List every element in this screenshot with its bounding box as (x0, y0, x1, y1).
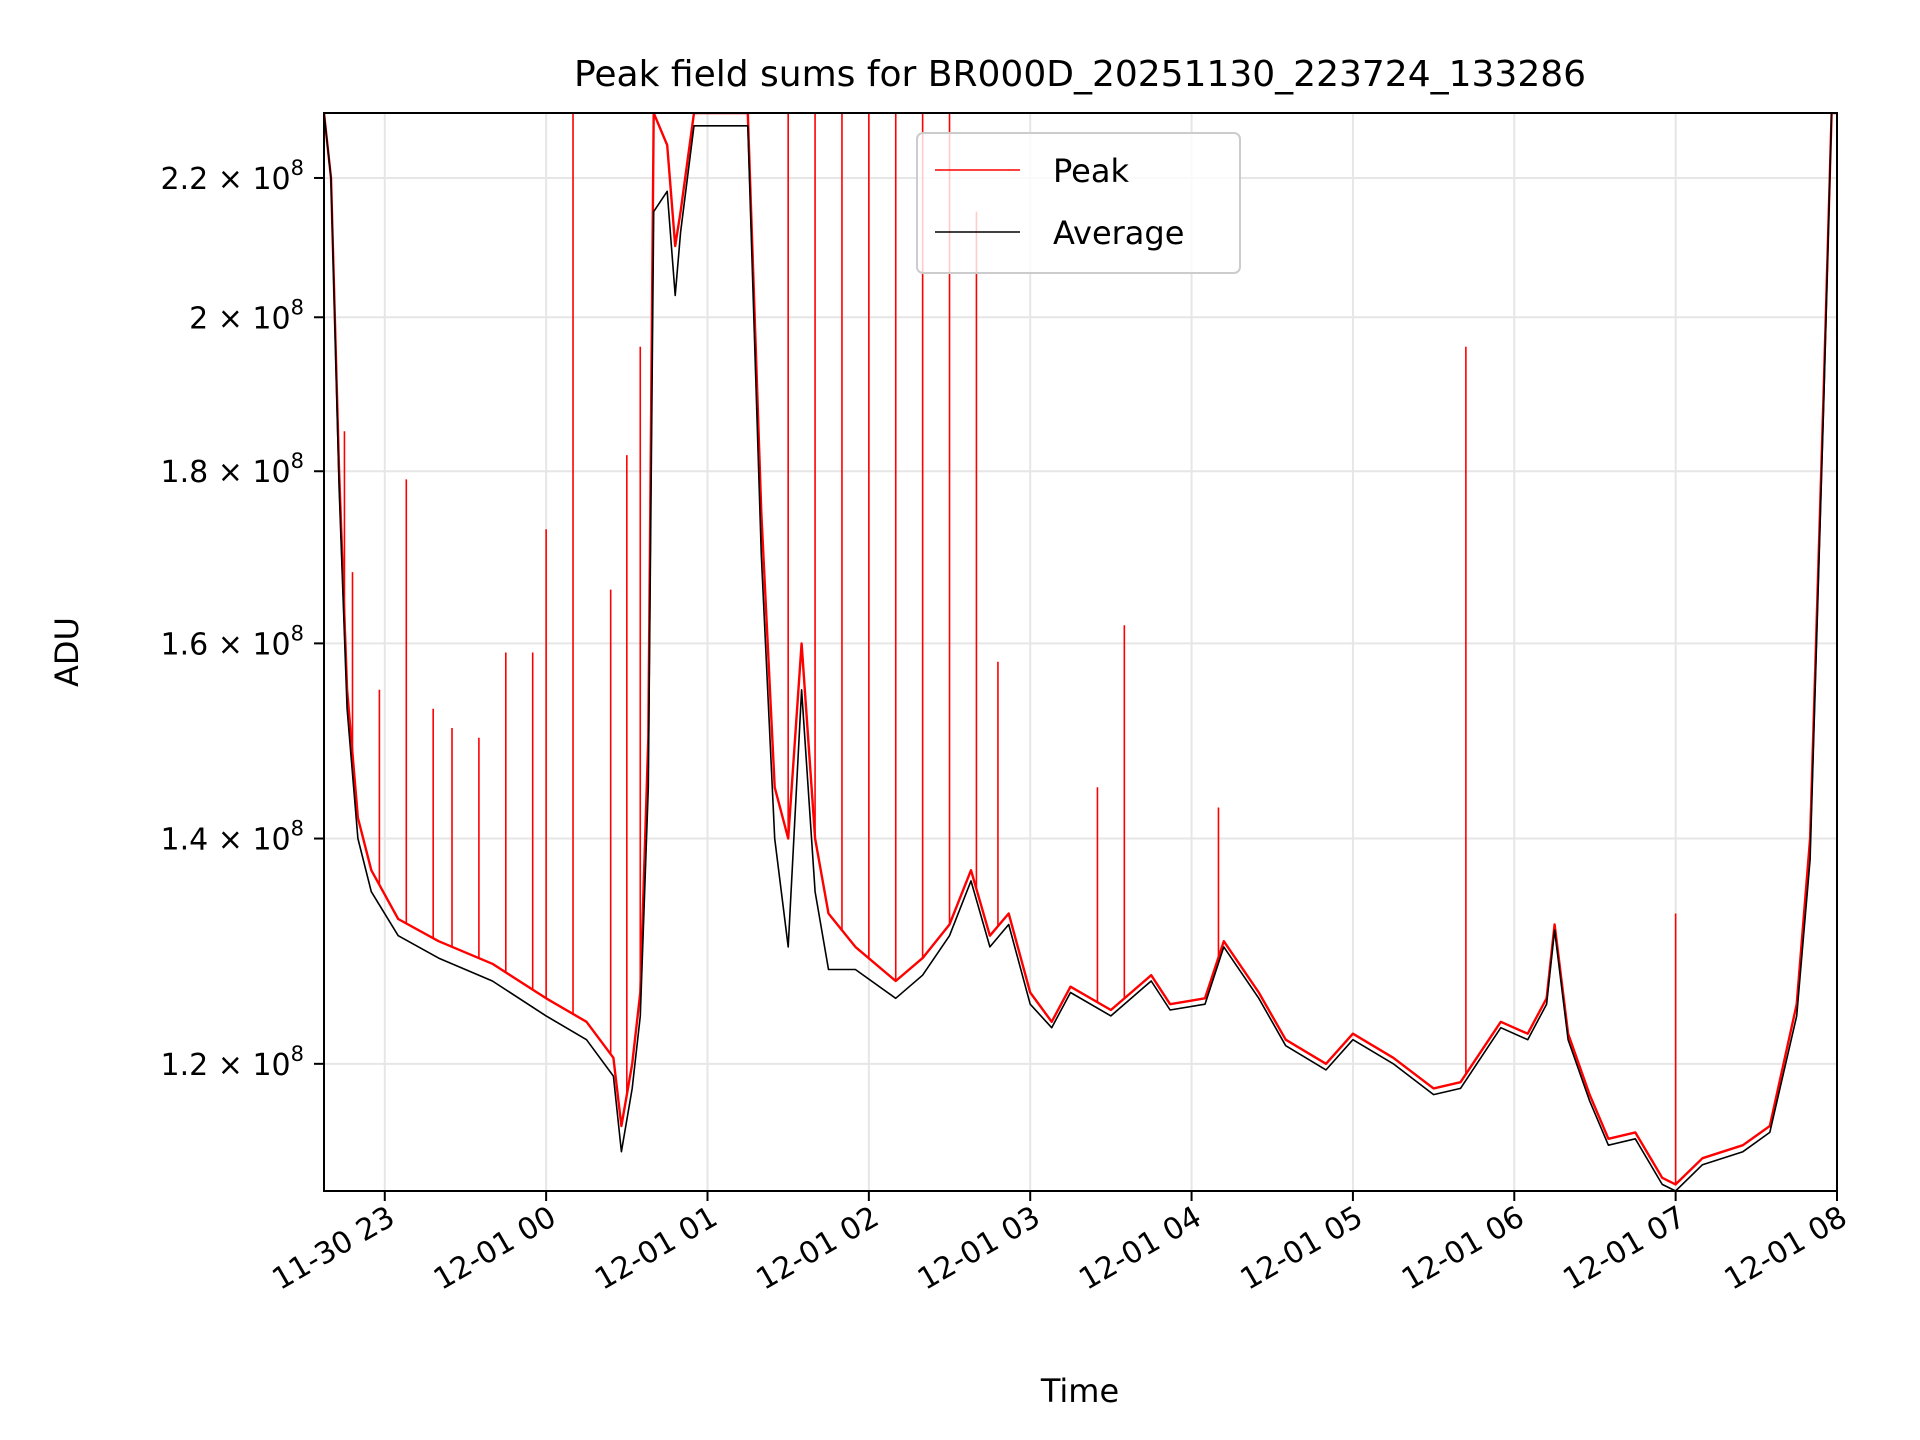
plot-frame (323, 112, 1838, 1192)
y-axis-label: ADU (48, 617, 86, 687)
legend: Peak Average (916, 132, 1241, 274)
y-tick-label: 2 × 108 (189, 295, 304, 336)
y-axis: 1.2 × 108 1.4 × 108 1.6 × 108 1.8 × 108 2 × … (161, 156, 324, 1083)
y-tick-label: 1.8 × 108 (161, 449, 304, 490)
legend-label-peak: Peak (1053, 152, 1129, 190)
series-line-peak (324, 113, 1837, 1186)
y-tick-label: 1.2 × 108 (161, 1042, 304, 1083)
chart-title: Peak field sums for BR000D_20251130_2237… (574, 54, 1586, 95)
series-line-average (324, 113, 1837, 1191)
y-tick-label: 1.6 × 108 (161, 621, 304, 662)
series-average (324, 113, 1837, 1191)
legend-label-average: Average (1053, 214, 1184, 252)
y-tick-label: 1.4 × 108 (161, 817, 304, 858)
legend-box (916, 132, 1241, 274)
x-axis-label: Time (1040, 1372, 1119, 1410)
y-tick-label: 2.2 × 108 (161, 156, 304, 197)
